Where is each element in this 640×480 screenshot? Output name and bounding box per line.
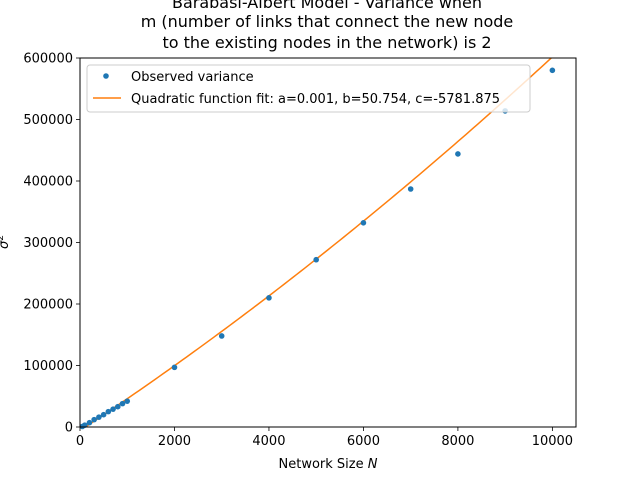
x-axis-label-text: Network Size bbox=[279, 457, 368, 472]
x-tick-label: 8000 bbox=[441, 434, 474, 449]
data-point bbox=[119, 400, 126, 407]
data-point bbox=[96, 414, 102, 420]
data-point bbox=[100, 411, 107, 418]
data-point bbox=[114, 403, 121, 410]
y-tick-label: 0 bbox=[65, 421, 73, 436]
x-tick-label: 0 bbox=[76, 434, 84, 449]
data-point bbox=[360, 220, 367, 226]
y-axis-label: σ2 bbox=[0, 235, 12, 249]
chart-title-line-1: Barabasi-Albert Model - Variance when bbox=[172, 0, 482, 12]
legend: Observed variance Quadratic function fit… bbox=[86, 64, 531, 113]
data-point bbox=[171, 364, 178, 371]
x-tick-label: 10000 bbox=[532, 434, 573, 449]
x-tick-label: 6000 bbox=[347, 434, 380, 449]
data-point bbox=[105, 408, 112, 415]
x-axis-ticks: 0 2000 4000 6000 8000 10000 bbox=[76, 427, 573, 449]
x-axis-label: Network Size N bbox=[279, 457, 378, 472]
legend-marker-observed bbox=[103, 73, 109, 79]
y-tick-label: 200000 bbox=[23, 298, 73, 313]
data-point bbox=[218, 333, 225, 339]
data-point bbox=[86, 419, 93, 426]
y-tick-label: 400000 bbox=[23, 175, 73, 190]
data-point bbox=[549, 67, 556, 74]
y-axis-label-superscript: 2 bbox=[0, 235, 6, 241]
y-tick-label: 300000 bbox=[23, 236, 73, 251]
y-axis-label-variable: σ bbox=[0, 240, 12, 249]
data-point bbox=[91, 416, 97, 423]
data-point bbox=[313, 256, 319, 263]
y-axis-ticks: 0 100000 200000 300000 400000 500000 600000 bbox=[23, 52, 80, 436]
y-tick-label: 500000 bbox=[23, 113, 73, 128]
plot-area bbox=[79, 58, 556, 430]
y-tick-label: 600000 bbox=[23, 52, 73, 67]
chart-title-line-3: to the existing nodes in the network) is… bbox=[162, 33, 491, 52]
legend-box bbox=[86, 64, 531, 113]
data-point bbox=[110, 406, 116, 412]
chart-title-line-2: m (number of links that connect the new … bbox=[141, 12, 514, 31]
x-axis-label-variable: N bbox=[368, 457, 378, 472]
data-point bbox=[407, 186, 414, 192]
data-point bbox=[124, 398, 131, 404]
x-tick-label: 2000 bbox=[158, 434, 191, 449]
legend-label-fit: Quadratic function fit: a=0.001, b=50.75… bbox=[131, 92, 500, 107]
legend-label-observed: Observed variance bbox=[131, 70, 254, 85]
data-point bbox=[266, 295, 272, 301]
y-tick-label: 100000 bbox=[23, 359, 73, 374]
data-point bbox=[455, 151, 461, 157]
chart-title: Barabasi-Albert Model - Variance when m … bbox=[141, 0, 514, 52]
x-tick-label: 4000 bbox=[252, 434, 285, 449]
